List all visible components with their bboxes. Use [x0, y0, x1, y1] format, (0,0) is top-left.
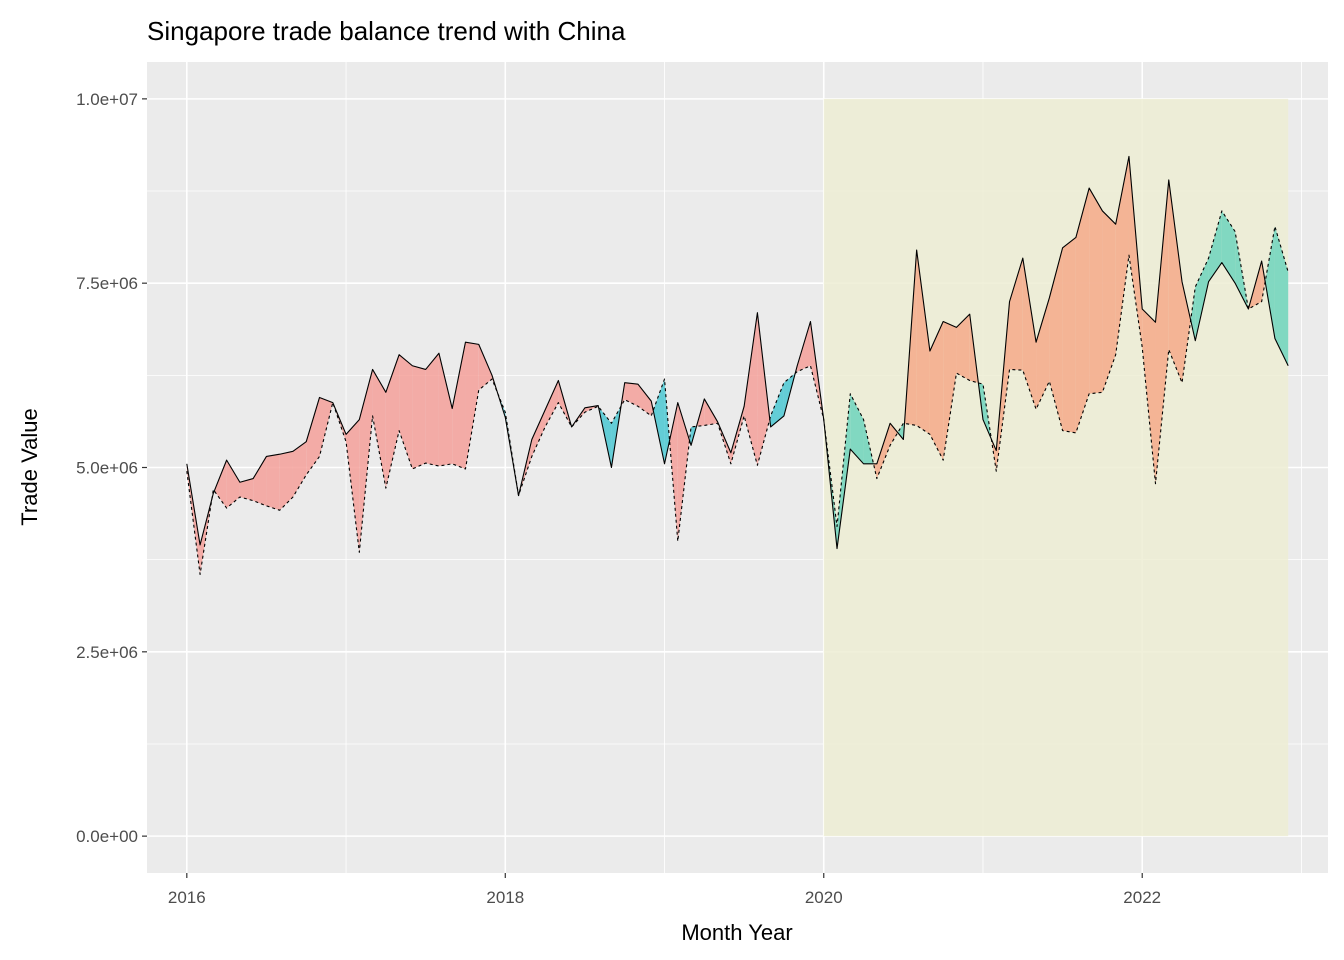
difference-area: [624, 382, 638, 407]
y-tick-label: 5.0e+06: [76, 459, 138, 478]
difference-area: [1128, 156, 1143, 348]
y-tick-label: 0.0e+00: [76, 827, 138, 846]
highlight-period: [823, 98, 1289, 837]
difference-area: [730, 406, 745, 464]
difference-area: [372, 369, 386, 489]
difference-area: [717, 421, 731, 464]
difference-area: [677, 402, 690, 542]
difference-area: [1190, 286, 1196, 341]
chart-title: Singapore trade balance trend with China: [147, 16, 626, 46]
difference-area: [916, 250, 930, 435]
difference-area: [1049, 247, 1063, 431]
x-axis: 2016 2018 2020 2022: [168, 873, 1161, 907]
difference-area: [346, 419, 360, 553]
y-axis: 0.0e+00 2.5e+06 5.0e+06 7.5e+06 1.0e+07: [76, 90, 147, 846]
difference-area: [929, 321, 944, 461]
difference-area: [452, 342, 466, 469]
difference-area: [214, 460, 227, 509]
difference-area: [279, 451, 293, 511]
difference-area: [385, 354, 400, 489]
difference-area: [770, 382, 784, 427]
difference-area: [1062, 237, 1076, 433]
difference-area: [253, 456, 267, 506]
difference-area: [1221, 210, 1236, 284]
difference-area: [438, 353, 453, 467]
difference-area: [1168, 179, 1183, 383]
difference-area: [531, 409, 546, 457]
difference-area: [359, 369, 373, 553]
series-2-line: [186, 210, 1289, 575]
x-tick-label: 2016: [168, 888, 206, 907]
difference-area: [757, 312, 770, 466]
difference-area: [226, 460, 240, 509]
series-lines: [186, 155, 1289, 575]
difference-area: [637, 384, 652, 416]
difference-area: [1208, 210, 1222, 282]
difference-area: [1115, 156, 1129, 355]
y-tick-label: 7.5e+06: [76, 274, 138, 293]
difference-area: [837, 393, 851, 549]
difference-area: [897, 423, 904, 440]
difference-area: [412, 365, 426, 469]
series-1-line: [186, 155, 1289, 550]
difference-area: [200, 499, 212, 575]
difference-area: [876, 423, 891, 479]
difference-area: [306, 397, 320, 475]
difference-area: [890, 423, 898, 446]
difference-area: [399, 354, 413, 469]
difference-area: [239, 478, 254, 501]
difference-area: [1009, 258, 1023, 371]
difference-area: [1274, 226, 1289, 366]
difference-area: [744, 312, 758, 466]
difference-area: [956, 314, 970, 381]
difference-area: [850, 393, 864, 464]
x-tick-label: 2018: [486, 888, 524, 907]
difference-area: [653, 379, 665, 464]
y-axis-title: Trade Value: [17, 408, 42, 525]
difference-area: [1089, 188, 1103, 394]
difference-area: [1036, 297, 1050, 410]
difference-area: [1182, 281, 1191, 383]
difference-area: [1102, 210, 1116, 393]
difference-area: [478, 344, 493, 391]
difference-area: [545, 380, 559, 427]
x-tick-label: 2022: [1123, 888, 1161, 907]
difference-area: [669, 402, 678, 542]
x-tick-label: 2020: [805, 888, 843, 907]
y-tick-label: 1.0e+07: [76, 90, 138, 109]
difference-area: [425, 353, 439, 467]
difference-area: [1265, 226, 1275, 339]
difference-area: [292, 441, 307, 497]
difference-area: [1195, 258, 1209, 341]
difference-area: [1261, 261, 1266, 302]
difference-area: [465, 342, 479, 469]
y-tick-label: 2.5e+06: [76, 643, 138, 662]
difference-area: [943, 321, 957, 461]
difference-area: [266, 454, 280, 511]
difference-area: [1075, 188, 1090, 433]
difference-area: [1142, 308, 1156, 484]
difference-area: [1022, 258, 1037, 410]
x-axis-title: Month Year: [681, 920, 792, 945]
difference-area: [1155, 179, 1169, 484]
